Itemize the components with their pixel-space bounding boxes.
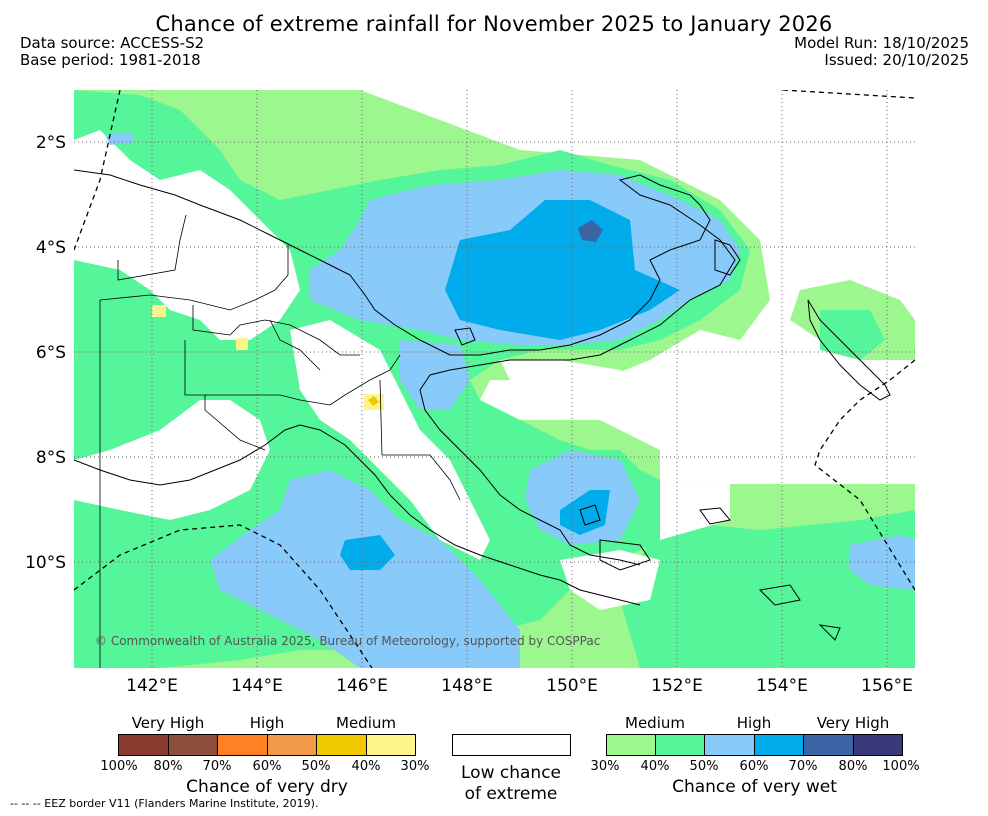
- wet-swatch-80-100: [853, 734, 903, 756]
- eez-borders: [74, 90, 915, 668]
- dry-tick: 60%: [252, 759, 282, 774]
- wet-swatch-60-70: [754, 734, 804, 756]
- issued-date: Issued: 20/10/2025: [824, 51, 969, 69]
- lat-axis-labels: 2°S 4°S 6°S 8°S 10°S: [25, 133, 66, 573]
- low-chance-swatch: [452, 734, 571, 756]
- dry-tick: 100%: [100, 759, 138, 774]
- lat-tick-label: 2°S: [36, 133, 66, 153]
- base-period: Base period: 1981-2018: [20, 51, 201, 69]
- lon-tick-label: 146°E: [336, 676, 388, 696]
- coastline: [74, 169, 891, 641]
- dry-legend-title: Chance of very dry: [186, 777, 348, 797]
- wet-swatch-50-60: [704, 734, 755, 756]
- dry-level-high: High: [249, 714, 285, 732]
- wet-70-80-area: [578, 220, 603, 242]
- wet-level-very-high: Very High: [816, 714, 890, 732]
- low-chance-line2: of extreme: [464, 784, 558, 804]
- lon-tick-label: 156°E: [861, 676, 913, 696]
- rainfall-map: © Commonwealth of Australia 2025, Bureau…: [25, 90, 915, 696]
- wet-60-70-area: [340, 200, 680, 570]
- lon-tick-label: 154°E: [756, 676, 808, 696]
- wet-tick: 30%: [590, 759, 620, 774]
- lat-tick-label: 10°S: [25, 553, 66, 573]
- dry-swatch-80-100: [118, 734, 169, 756]
- lon-tick-label: 142°E: [126, 676, 178, 696]
- dry-tick: 50%: [301, 759, 331, 774]
- wet-tick: 40%: [640, 759, 670, 774]
- dry-swatch-30-40: [366, 734, 416, 756]
- lon-tick-label: 152°E: [651, 676, 703, 696]
- dry-swatch-40-50: [316, 734, 367, 756]
- dry-tick: 40%: [351, 759, 381, 774]
- copyright-note: © Commonwealth of Australia 2025, Bureau…: [95, 634, 600, 648]
- lon-tick-label: 150°E: [546, 676, 598, 696]
- dry-swatch-50-60: [267, 734, 317, 756]
- dry-swatch-60-70: [217, 734, 268, 756]
- map-field: © Commonwealth of Australia 2025, Bureau…: [74, 90, 915, 668]
- low-chance-line1: Low chance: [461, 763, 561, 783]
- lat-tick-label: 6°S: [36, 343, 66, 363]
- wet-swatch-40-50: [655, 734, 705, 756]
- dry-tick: 70%: [202, 759, 232, 774]
- meta-left: Data source: ACCESS-S2 Base period: 1981…: [20, 35, 204, 69]
- wet-level-medium: Medium: [625, 714, 685, 732]
- wet-tick: 60%: [739, 759, 769, 774]
- wet-legend-title: Chance of very wet: [672, 777, 837, 797]
- meta-right: Model Run: 18/10/2025 Issued: 20/10/2025: [794, 35, 969, 69]
- wet-tick: 50%: [689, 759, 719, 774]
- wet-level-high: High: [736, 714, 772, 732]
- wet-tick: 100%: [882, 759, 920, 774]
- dry-tick: 30%: [400, 759, 430, 774]
- lon-tick-label: 148°E: [441, 676, 493, 696]
- eez-note: -- -- -- EEZ border V11 (Flanders Marine…: [10, 797, 319, 810]
- province-borders: [99, 214, 461, 668]
- wet-swatch-70-80: [803, 734, 854, 756]
- dry-40-50-spot: [368, 396, 379, 406]
- data-source: Data source: ACCESS-S2: [20, 34, 205, 52]
- lon-axis-labels: 142°E 144°E 146°E 148°E 150°E 152°E 154°…: [126, 676, 913, 696]
- low-chance-patches: [74, 130, 915, 610]
- low-chance-label: Low chance of extreme: [432, 763, 590, 805]
- wet-tick: 80%: [838, 759, 868, 774]
- lat-tick-label: 8°S: [36, 448, 66, 468]
- model-run: Model Run: 18/10/2025: [794, 34, 969, 52]
- lat-tick-label: 4°S: [36, 238, 66, 258]
- dry-swatch-70-80: [168, 734, 218, 756]
- lon-tick-label: 144°E: [231, 676, 283, 696]
- dry-tick: 80%: [153, 759, 183, 774]
- wet-swatch-30-40: [606, 734, 656, 756]
- map-title: Chance of extreme rainfall for November …: [155, 12, 833, 36]
- gridlines: [74, 90, 915, 668]
- dry-level-medium: Medium: [336, 714, 396, 732]
- wet-tick: 70%: [788, 759, 818, 774]
- dry-level-very-high: Very High: [131, 714, 205, 732]
